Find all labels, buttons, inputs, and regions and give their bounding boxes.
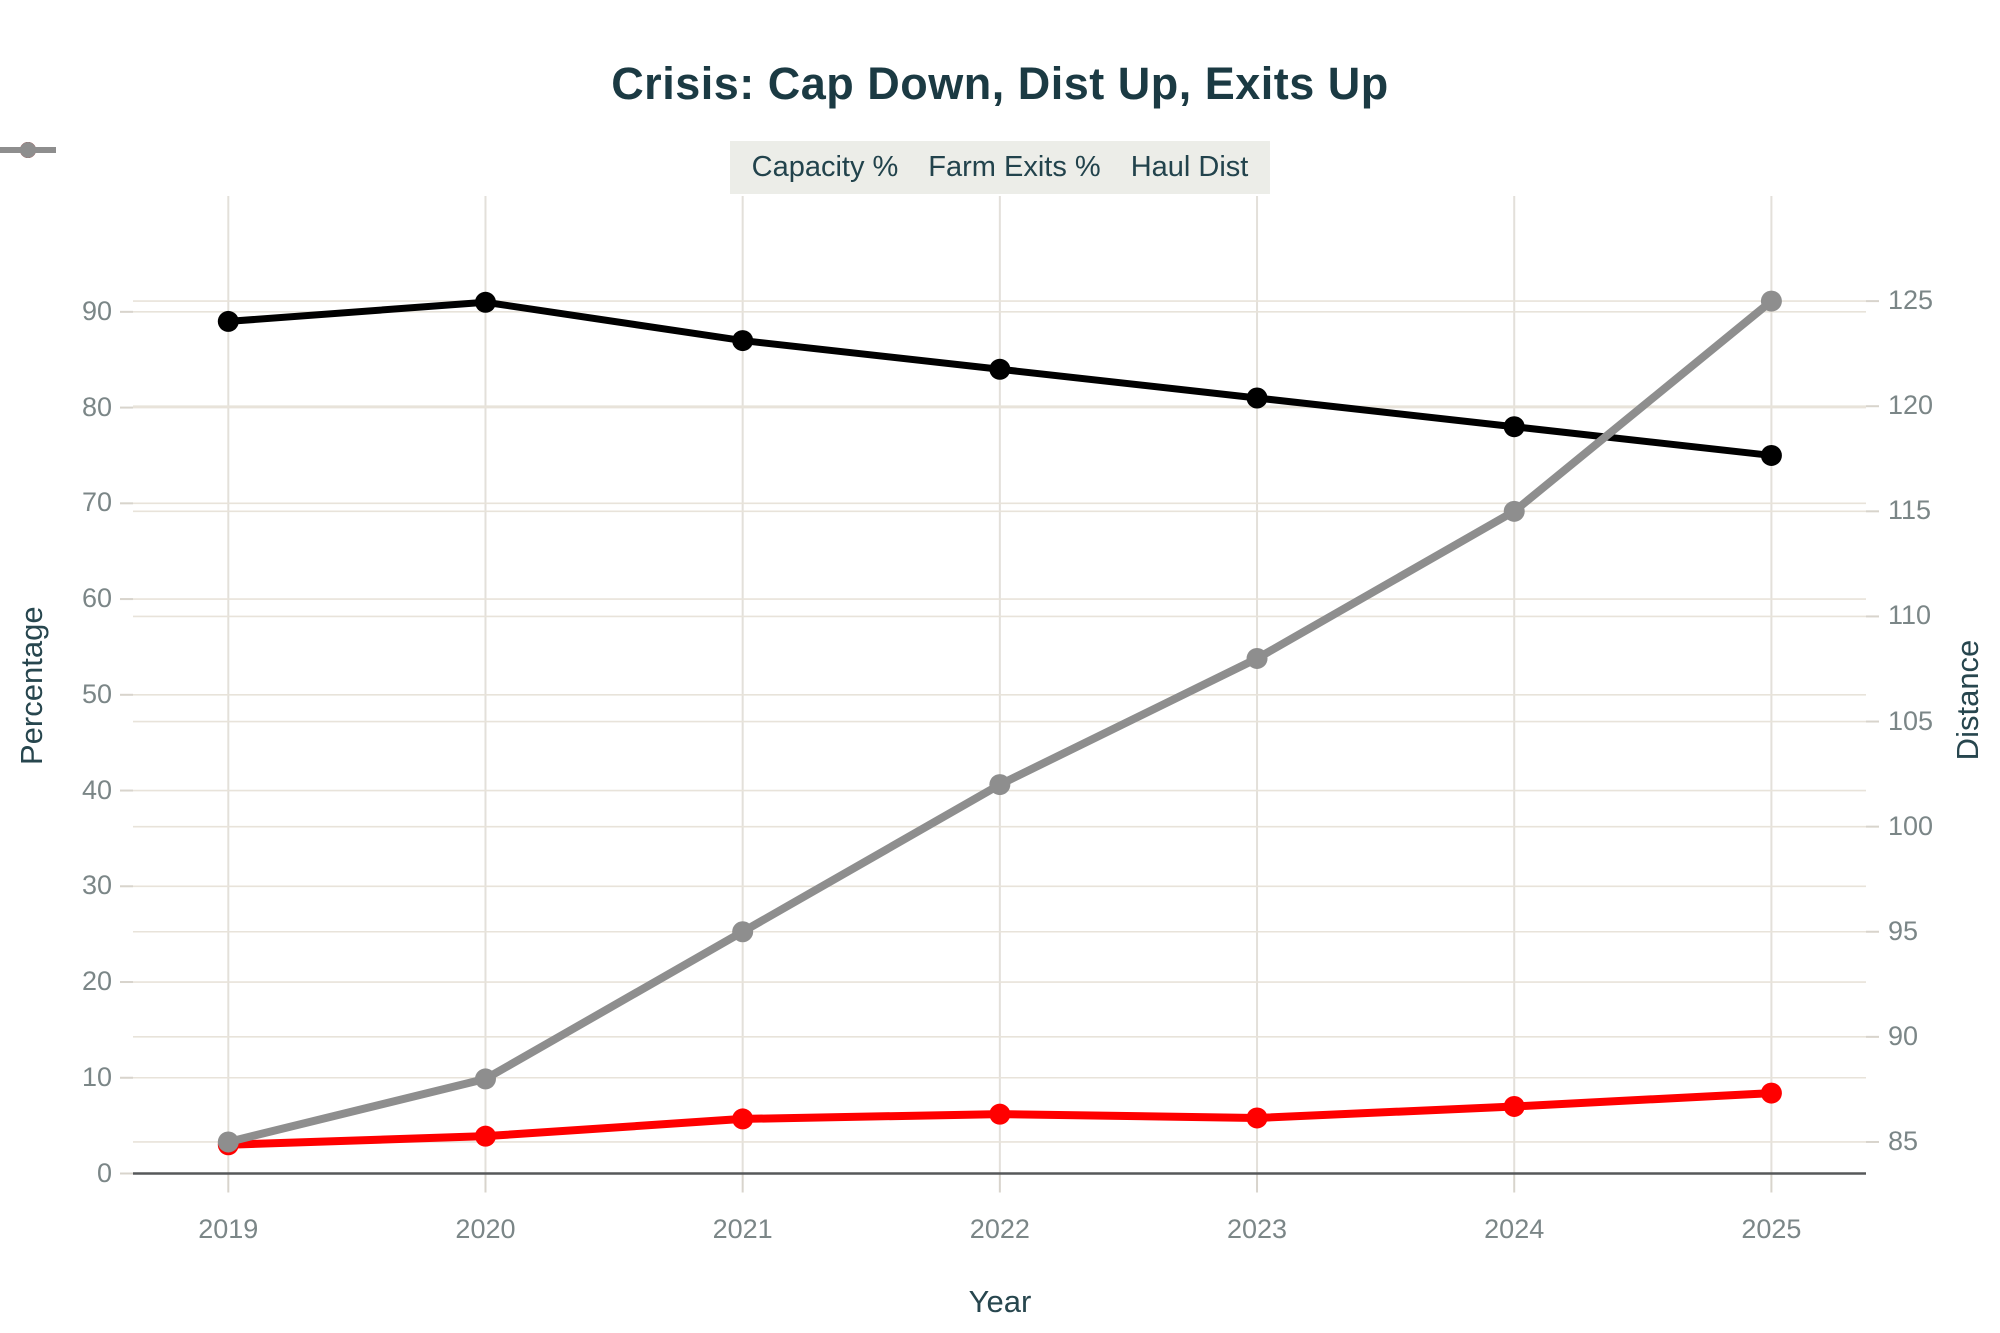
- x-axis-title: Year: [968, 1284, 1032, 1319]
- data-point: [1246, 1107, 1268, 1129]
- x-tick-label: 2022: [969, 1214, 1030, 1244]
- legend-item-farm-exits[interactable]: Farm Exits %: [0, 142, 1101, 184]
- data-point: [732, 1108, 754, 1130]
- right-tick-label: 90: [1888, 1020, 1919, 1051]
- data-point: [1760, 290, 1782, 312]
- data-point: [1760, 444, 1782, 466]
- data-point: [1246, 647, 1268, 669]
- right-axis-title: Distance: [1950, 639, 1985, 761]
- right-tick-label: 95: [1888, 915, 1919, 946]
- legend-item-capacity[interactable]: Capacity %: [0, 142, 899, 184]
- left-tick-label: 70: [81, 487, 112, 518]
- legend-item-label: Capacity %: [751, 151, 899, 183]
- data-point: [732, 921, 754, 943]
- data-point: [1503, 1095, 1525, 1117]
- left-tick-label: 0: [96, 1157, 112, 1188]
- data-point: [217, 310, 239, 332]
- left-tick-label: 80: [81, 391, 112, 422]
- right-tick-label: 120: [1888, 390, 1934, 421]
- left-tick-label: 30: [81, 870, 112, 901]
- legend-marker-icon: [0, 142, 56, 158]
- data-point: [1503, 500, 1525, 522]
- data-point: [474, 1068, 496, 1090]
- data-point: [474, 291, 496, 313]
- data-point: [732, 330, 754, 352]
- right-tick-label: 85: [1888, 1125, 1919, 1156]
- left-tick-label: 60: [81, 583, 112, 614]
- legend-item-haul-dist[interactable]: Haul Dist: [0, 142, 1249, 184]
- data-point: [1503, 416, 1525, 438]
- x-tick-label: 2019: [198, 1214, 259, 1244]
- x-tick-label: 2021: [712, 1214, 773, 1244]
- legend: Capacity % Farm Exits % Haul Dist: [0, 141, 2000, 194]
- right-tick-label: 100: [1888, 810, 1934, 841]
- x-tick-label: 2023: [1226, 1214, 1288, 1244]
- right-tick-label: 115: [1888, 495, 1932, 526]
- data-point: [1760, 1082, 1782, 1104]
- left-tick-label: 90: [81, 295, 112, 326]
- right-tick-label: 125: [1888, 285, 1934, 316]
- legend-item-label: Farm Exits %: [928, 151, 1101, 183]
- x-tick-label: 2024: [1484, 1214, 1545, 1244]
- left-tick-label: 40: [81, 774, 112, 805]
- left-tick-label: 10: [81, 1061, 112, 1092]
- data-point: [989, 774, 1011, 796]
- data-point: [989, 358, 1011, 380]
- chart-title: Crisis: Cap Down, Dist Up, Exits Up: [611, 58, 1389, 109]
- x-tick-label: 2025: [1741, 1214, 1802, 1244]
- data-point: [217, 1131, 239, 1153]
- right-tick-label: 105: [1888, 705, 1934, 736]
- right-tick-label: 110: [1888, 600, 1932, 631]
- data-point: [1246, 387, 1268, 409]
- data-point: [989, 1103, 1011, 1125]
- legend-item-label: Haul Dist: [1130, 151, 1249, 183]
- left-axis-title: Percentage: [14, 606, 49, 765]
- left-tick-label: 20: [81, 966, 112, 997]
- data-point: [474, 1125, 496, 1147]
- legend-box: Capacity % Farm Exits % Haul Dist: [0, 141, 1271, 194]
- x-tick-label: 2020: [455, 1214, 516, 1244]
- left-tick-label: 50: [81, 678, 112, 709]
